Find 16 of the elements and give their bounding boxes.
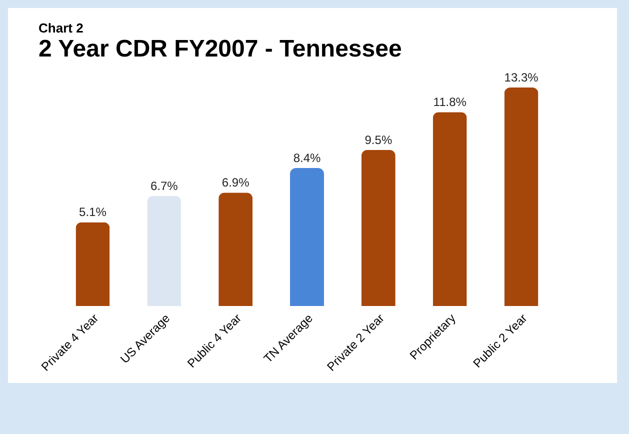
chart-subtitle: Chart 2 — [38, 20, 84, 36]
data-label: 11.8% — [433, 95, 467, 110]
bar — [218, 192, 253, 306]
bar — [147, 196, 182, 306]
bar — [361, 150, 396, 306]
chart-title: 2 Year CDR FY2007 - Tennessee — [38, 36, 402, 62]
bar — [76, 222, 110, 306]
bar — [290, 168, 324, 306]
data-label: 13.3% — [504, 70, 539, 84]
data-label: 6.9% — [222, 176, 250, 190]
bar — [432, 112, 467, 306]
data-label: 6.7% — [150, 178, 178, 193]
data-label: 9.5% — [364, 132, 392, 147]
bar — [504, 88, 538, 306]
data-label: 8.4% — [293, 151, 321, 165]
data-label: 5.1% — [79, 205, 107, 220]
